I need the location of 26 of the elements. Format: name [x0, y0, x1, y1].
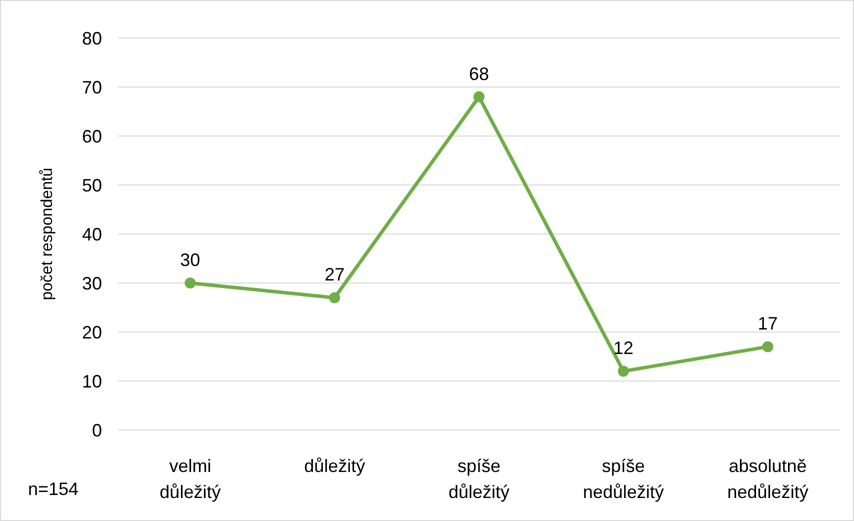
y-tick-label: 70 [82, 77, 102, 98]
x-tick-label: absolutně nedůležitý [727, 456, 808, 502]
y-tick-label: 60 [82, 126, 102, 146]
data-label: 12 [613, 338, 634, 358]
point [329, 292, 340, 304]
point [762, 341, 774, 352]
x-tick-label: velmi důležitý [160, 456, 221, 502]
data-label: 30 [180, 250, 200, 270]
data-label: 68 [468, 64, 490, 84]
y-tick-label: 80 [82, 28, 102, 48]
x-tick-label: důležitý [304, 456, 366, 476]
text: n=154 [28, 479, 79, 499]
point [474, 91, 484, 102]
y-axis-title: počet respondentů [39, 168, 56, 300]
y-tick-label: 40 [82, 224, 102, 244]
y-tick-label: 50 [82, 175, 102, 196]
x-tick-label: spíše důležitý [448, 456, 510, 502]
x-tick-label: spíše nedůležitý [582, 456, 664, 502]
data-label: 17 [758, 314, 778, 334]
y-tick-label: 0 [92, 420, 102, 440]
point [184, 278, 196, 288]
y-tick-label: 30 [82, 273, 102, 294]
point [618, 366, 629, 377]
data-label: 27 [324, 264, 345, 285]
y-tick-label: 10 [82, 371, 102, 392]
y-tick-label: 20 [82, 322, 102, 342]
